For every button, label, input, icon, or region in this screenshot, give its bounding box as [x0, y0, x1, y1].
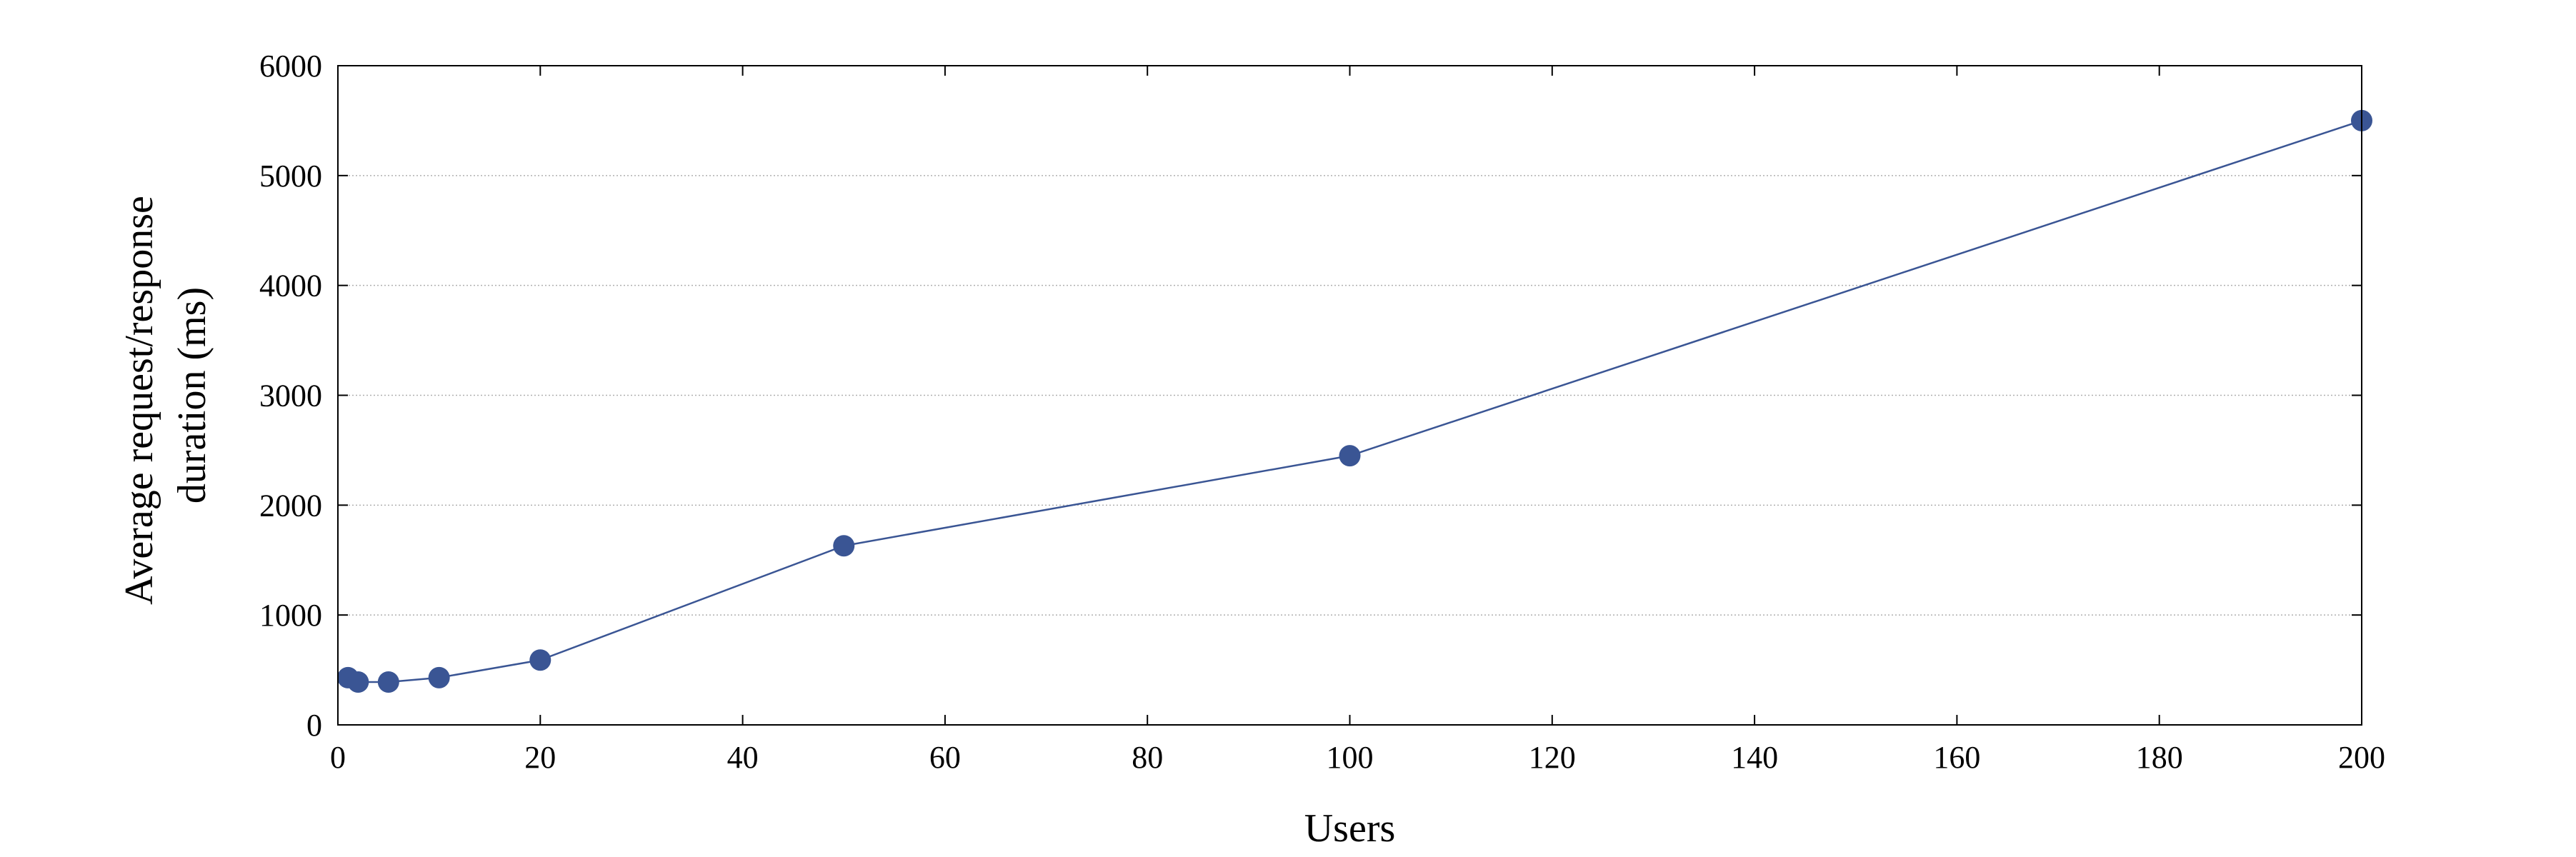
x-axis-title: Users — [1304, 806, 1396, 851]
y-axis-title-line-2: duration (ms) — [170, 287, 214, 503]
y-tick-label-6000: 6000 — [259, 49, 322, 84]
x-tick-label-40: 40 — [727, 740, 759, 775]
y-tick-label-0: 0 — [306, 708, 322, 743]
data-point-0-2 — [377, 671, 399, 693]
tick-labels: 0 20 40 60 80 100 120 140 160 180 2000100020003000… — [259, 49, 2385, 775]
axis-ticks — [337, 65, 2362, 726]
series-group — [337, 109, 2372, 693]
x-tick-label-180: 180 — [2136, 740, 2183, 775]
y-tick-label-5000: 5000 — [259, 159, 322, 194]
y-axis-title-line-1: Average request/response — [117, 196, 161, 605]
series-line-0 — [347, 119, 2362, 683]
y-tick-label-3000: 3000 — [259, 379, 322, 414]
x-tick-label-20: 20 — [524, 740, 556, 775]
x-tick-label-100: 100 — [1327, 740, 1374, 775]
data-point-0-5 — [833, 535, 855, 557]
x-tick-label-160: 160 — [1933, 740, 1980, 775]
x-tick-label-80: 80 — [1132, 740, 1163, 775]
grid-lines — [338, 175, 2362, 616]
x-tick-label-60: 60 — [929, 740, 961, 775]
y-axis-title: Average request/response duration (ms) — [117, 186, 214, 605]
data-point-0-6 — [1339, 445, 1361, 467]
x-tick-label-0: 0 — [330, 740, 346, 775]
data-point-0-4 — [529, 649, 551, 671]
y-tick-label-1000: 1000 — [259, 598, 322, 633]
x-tick-label-140: 140 — [1731, 740, 1778, 775]
data-point-0-3 — [428, 666, 450, 688]
x-tick-label-120: 120 — [1529, 740, 1576, 775]
y-tick-label-2000: 2000 — [259, 488, 322, 523]
y-tick-label-4000: 4000 — [259, 269, 322, 304]
x-tick-label-200: 200 — [2338, 740, 2385, 775]
data-point-0-1 — [347, 671, 369, 693]
